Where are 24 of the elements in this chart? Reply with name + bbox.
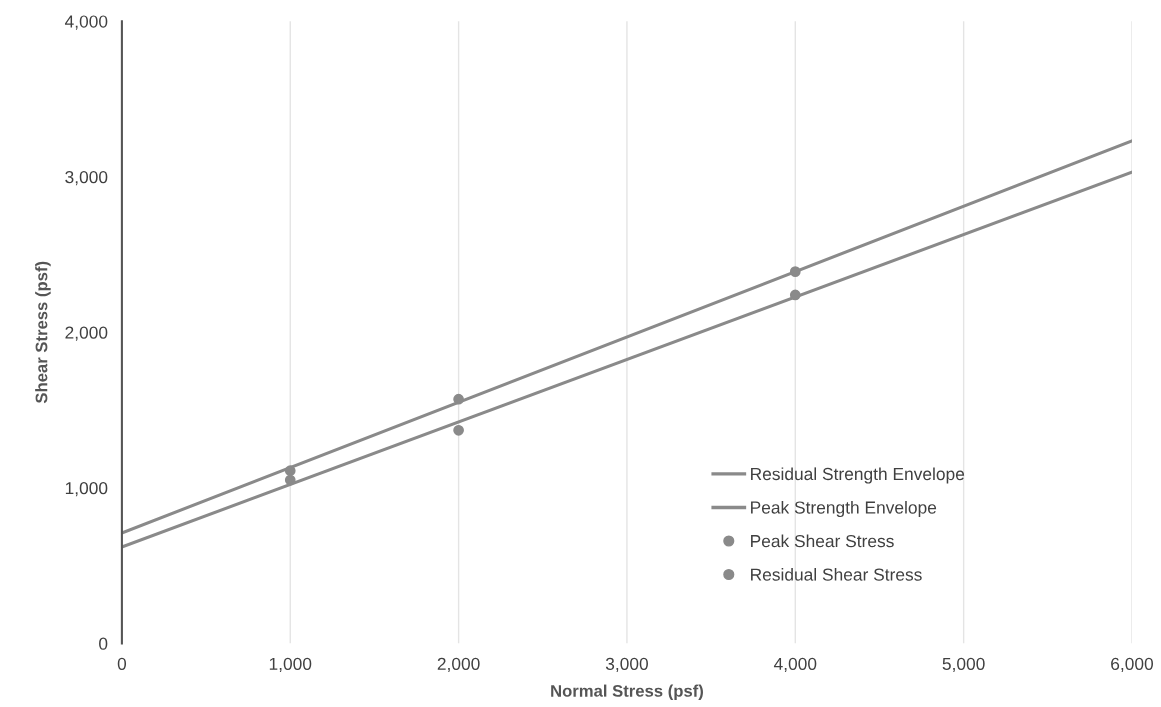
y-tick-label: 4,000 xyxy=(64,15,108,30)
legend-label: Peak Strength Envelope xyxy=(751,500,937,518)
x-tick-label: 3,000 xyxy=(605,657,648,673)
point xyxy=(284,474,296,486)
y-tick-label: 1,000 xyxy=(65,482,108,497)
y-tick-label: 0 xyxy=(99,637,108,650)
x-tick-label: 2,000 xyxy=(437,657,480,673)
point xyxy=(284,465,296,477)
y-tick-label: 2,000 xyxy=(65,326,108,341)
point xyxy=(789,266,801,277)
point xyxy=(789,289,801,301)
x-tick-label: 5,000 xyxy=(942,657,985,673)
x-tick-label: 4,000 xyxy=(773,657,817,673)
x-tick-label: 1,000 xyxy=(269,657,312,673)
point xyxy=(453,424,464,436)
point xyxy=(453,393,464,405)
legend-label: Peak Shear Stress xyxy=(751,534,894,548)
y-tick-label: 3,000 xyxy=(65,170,108,186)
y-axis-title: Shear Stress (psf) xyxy=(35,261,51,404)
x-tick-label: 6,000 xyxy=(1111,657,1154,673)
x-tick-label: 0 xyxy=(117,657,127,671)
legend-label: Residual Shear Stress xyxy=(751,568,922,581)
x-axis-title: Normal Stress (psf) xyxy=(551,684,703,701)
legend-label: Residual Strength Envelope xyxy=(751,467,965,484)
